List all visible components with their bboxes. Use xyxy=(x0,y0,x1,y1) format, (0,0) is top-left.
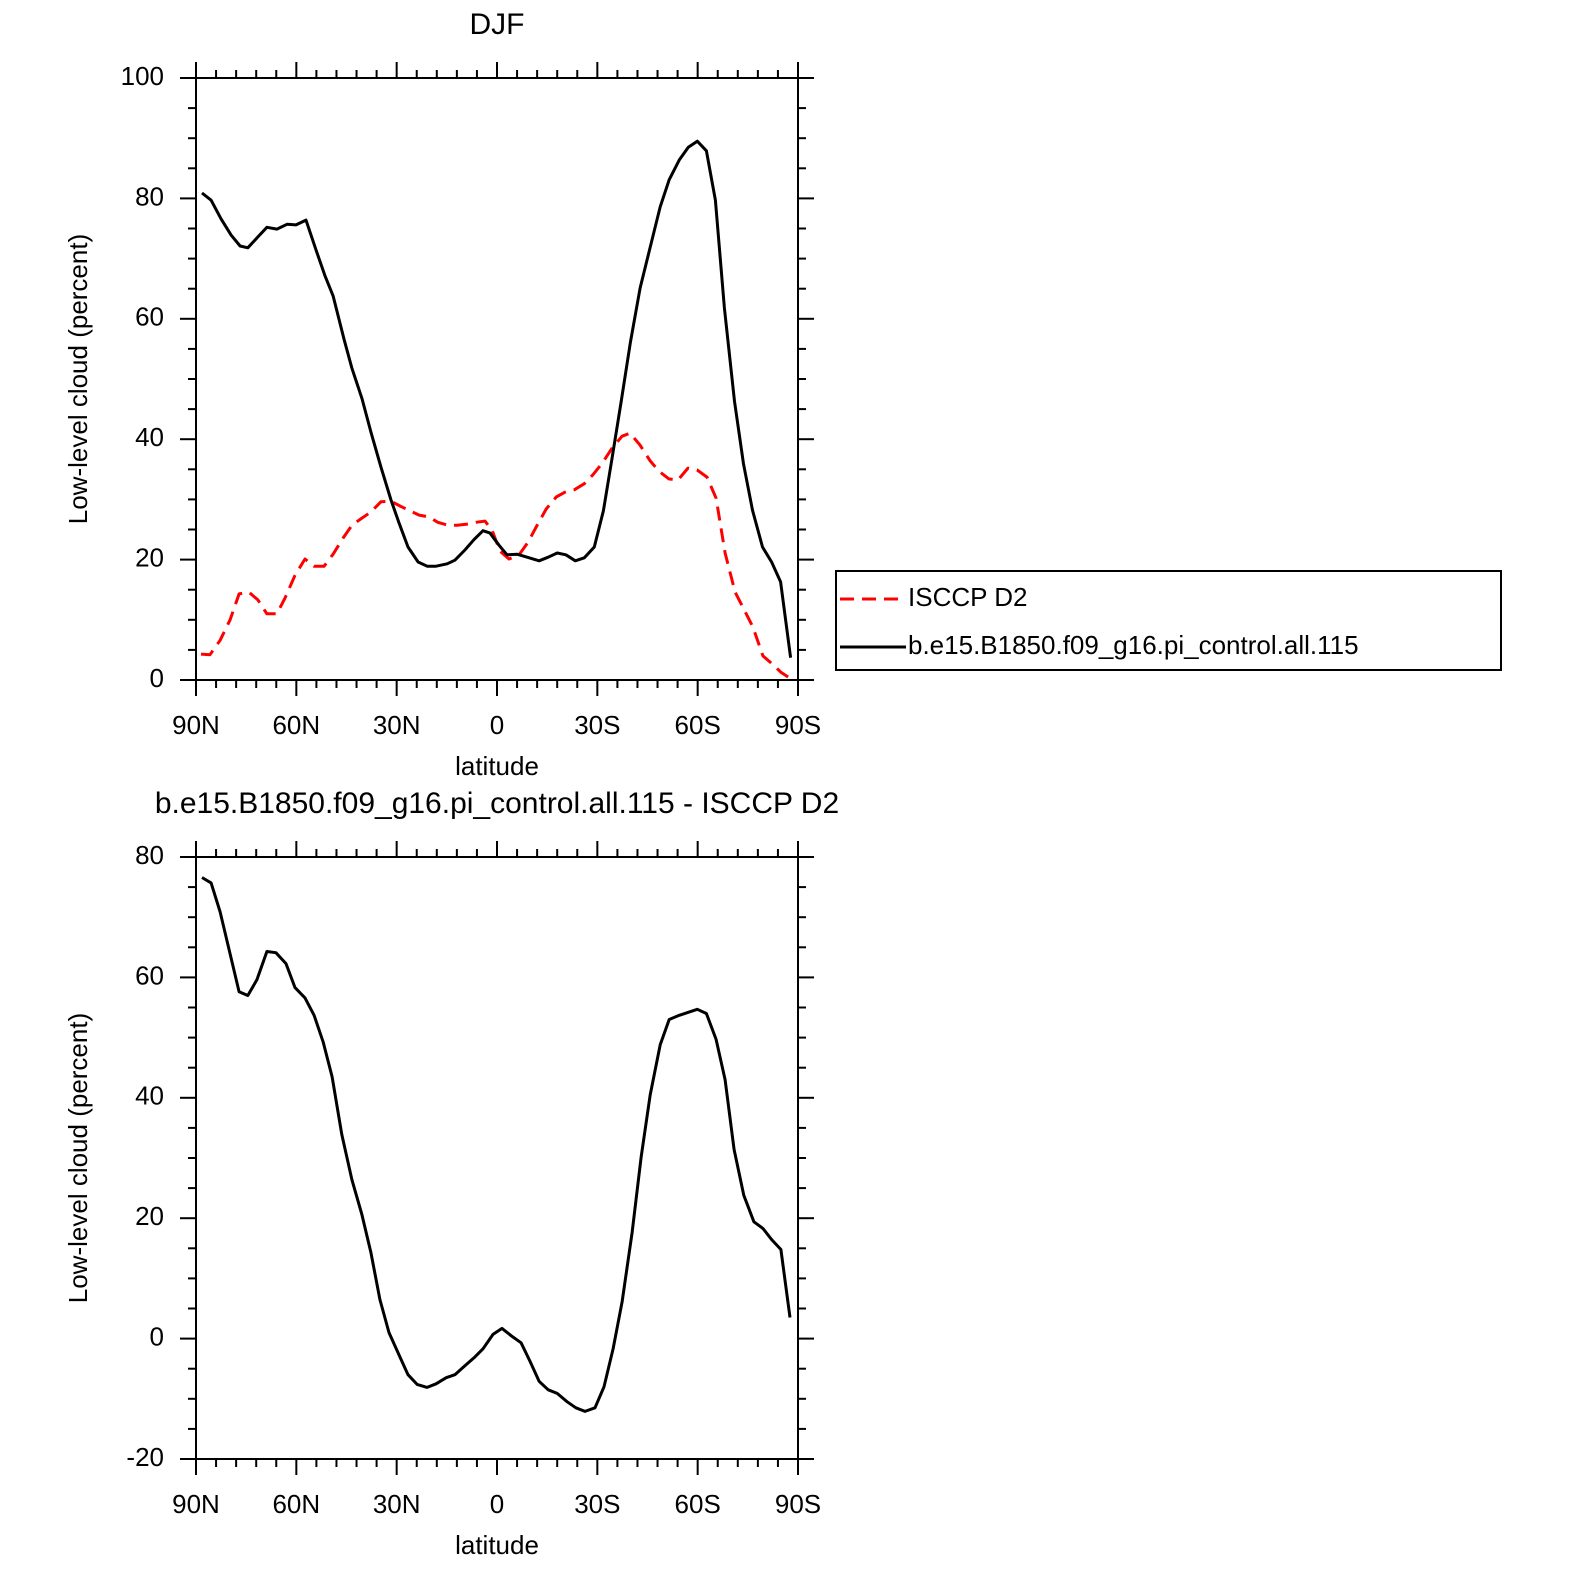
y-tick-label: 0 xyxy=(150,1321,164,1351)
data-line xyxy=(201,139,793,658)
y-tick-label: 40 xyxy=(135,1081,164,1111)
x-tick-label: 30N xyxy=(373,1489,421,1519)
y-tick-label: -20 xyxy=(126,1442,164,1472)
x-axis-label: latitude xyxy=(455,751,539,781)
data-line xyxy=(201,876,792,1413)
x-tick-label: 30S xyxy=(574,710,620,740)
legend-box xyxy=(835,570,1502,671)
x-tick-label: 30N xyxy=(373,710,421,740)
x-tick-label: 90S xyxy=(775,710,821,740)
x-tick-label: 90S xyxy=(775,1489,821,1519)
x-tick-label: 90N xyxy=(172,1489,220,1519)
y-tick-label: 60 xyxy=(135,302,164,332)
y-axis-label: Low-level cloud (percent) xyxy=(63,234,93,524)
y-axis-label: Low-level cloud (percent) xyxy=(63,1013,93,1303)
data-line xyxy=(200,431,796,682)
x-tick-label: 90N xyxy=(172,710,220,740)
x-tick-label: 30S xyxy=(574,1489,620,1519)
chart-title: DJF xyxy=(470,8,525,41)
x-tick-label: 0 xyxy=(490,1489,504,1519)
x-tick-label: 60S xyxy=(675,710,721,740)
legend-label: b.e15.B1850.f09_g16.pi_control.all.115 xyxy=(908,630,1359,660)
y-tick-label: 20 xyxy=(135,542,164,572)
x-tick-label: 0 xyxy=(490,710,504,740)
x-tick-label: 60S xyxy=(675,1489,721,1519)
plot-frame xyxy=(195,77,799,681)
chart-title: b.e15.B1850.f09_g16.pi_control.all.115 -… xyxy=(155,787,839,820)
plot-frame xyxy=(195,856,799,1460)
y-tick-label: 0 xyxy=(150,663,164,693)
y-tick-label: 100 xyxy=(121,61,164,91)
y-tick-label: 60 xyxy=(135,960,164,990)
legend-label: ISCCP D2 xyxy=(908,582,1027,612)
x-axis-label: latitude xyxy=(455,1530,539,1560)
x-tick-label: 60N xyxy=(272,1489,320,1519)
y-tick-label: 20 xyxy=(135,1201,164,1231)
y-tick-label: 80 xyxy=(135,181,164,211)
x-tick-label: 60N xyxy=(272,710,320,740)
y-tick-label: 80 xyxy=(135,840,164,870)
y-tick-label: 40 xyxy=(135,422,164,452)
